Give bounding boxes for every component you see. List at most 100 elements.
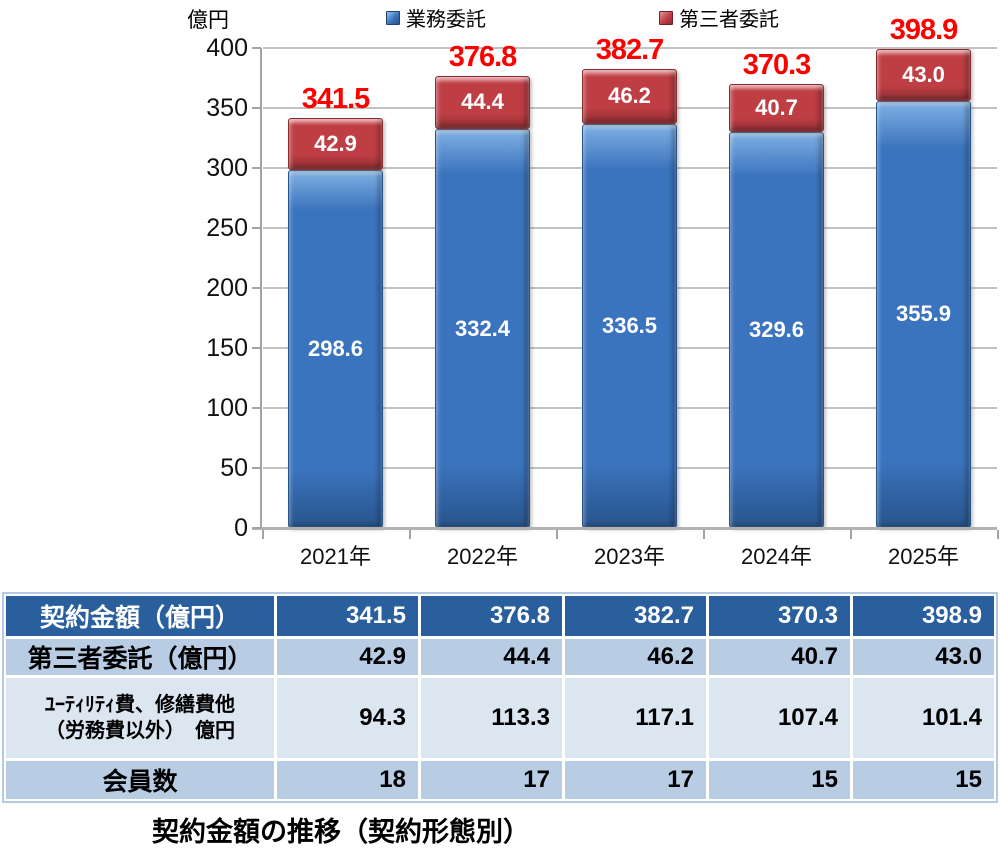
bar-value-label: 42.9 bbox=[314, 130, 357, 156]
table-header-cell: 会員数 bbox=[6, 761, 274, 799]
legend-marker-icon bbox=[386, 10, 400, 25]
y-axis-tick bbox=[252, 347, 261, 349]
y-axis-tick-label: 100 bbox=[206, 394, 248, 422]
table-header-line: ﾕｰﾃｨﾘﾃｨ費、修繕費他 bbox=[45, 694, 235, 716]
table-row: 会員数 18 17 17 15 15 bbox=[6, 761, 994, 799]
table-value-cell: 17 bbox=[565, 761, 706, 799]
x-axis-tick bbox=[997, 530, 999, 539]
table-value-cell: 44.4 bbox=[421, 639, 562, 675]
bar-segment-2021年-第三者委託: 42.9 bbox=[288, 118, 383, 170]
legend-label: 業務委託 bbox=[406, 9, 486, 31]
bar-segment-2023年-業務委託: 336.5 bbox=[582, 124, 677, 528]
y-axis-tick bbox=[252, 287, 261, 289]
table-header-line: 契約金額（億円） bbox=[39, 604, 240, 632]
table-value-cell: 17 bbox=[421, 761, 562, 799]
y-axis-tick bbox=[252, 467, 261, 469]
bar-segment-2022年-業務委託: 332.4 bbox=[435, 129, 530, 528]
table-value-cell: 113.3 bbox=[421, 678, 562, 758]
table-header-cell: ﾕｰﾃｨﾘﾃｨ費、修繕費他 （労務費以外） 億円 bbox=[6, 678, 274, 758]
table-header-cell: 契約金額（億円） bbox=[6, 596, 274, 636]
table-row: 契約金額（億円） 341.5 376.8 382.7 370.3 398.9 bbox=[6, 596, 994, 636]
y-axis-tick-label: 0 bbox=[234, 514, 248, 542]
y-axis-tick bbox=[252, 527, 261, 529]
bar-segment-2025年-業務委託: 355.9 bbox=[876, 100, 971, 528]
x-axis-tick bbox=[409, 530, 411, 539]
legend-item-業務委託: 業務委託 bbox=[386, 3, 486, 32]
legend-item-第三者委託: 第三者委託 bbox=[659, 3, 779, 32]
data-table: 契約金額（億円） 341.5 376.8 382.7 370.3 398.9 第三者委託（億… bbox=[2, 592, 998, 803]
table-header-cell: 第三者委託（億円） bbox=[6, 639, 274, 675]
table-value-cell: 43.0 bbox=[853, 639, 994, 675]
gridline bbox=[263, 47, 997, 49]
table-value-cell: 398.9 bbox=[853, 596, 994, 636]
y-axis-tick bbox=[252, 107, 261, 109]
y-axis-tick-label: 400 bbox=[206, 34, 248, 62]
table-row: ﾕｰﾃｨﾘﾃｨ費、修繕費他 （労務費以外） 億円 94.3 113.3 117.1 107… bbox=[6, 678, 994, 758]
table-value-cell: 40.7 bbox=[709, 639, 850, 675]
y-axis-tick-label: 50 bbox=[220, 454, 248, 482]
legend-marker-icon bbox=[659, 10, 673, 25]
table-value-cell: 46.2 bbox=[565, 639, 706, 675]
bar-value-label: 332.4 bbox=[454, 315, 511, 341]
y-axis-tick-label: 350 bbox=[206, 94, 248, 122]
x-axis-line bbox=[252, 527, 997, 530]
bar-value-label: 355.9 bbox=[895, 301, 952, 327]
x-axis-label: 2022年 bbox=[447, 544, 518, 569]
x-axis-label: 2024年 bbox=[741, 544, 812, 569]
table-value-cell: 117.1 bbox=[565, 678, 706, 758]
y-axis-tick bbox=[252, 47, 261, 49]
bar-total-label: 382.7 bbox=[595, 33, 665, 66]
table-value-cell: 94.3 bbox=[277, 678, 418, 758]
stacked-bar-chart: 億円 298.6 42.9 341.5 2021年 332.4 44.4 376.8 2022… bbox=[187, 3, 999, 569]
chart-caption: 契約金額の推移（契約形態別） bbox=[152, 817, 530, 847]
table-value-cell: 107.4 bbox=[709, 678, 850, 758]
table-value-cell: 18 bbox=[277, 761, 418, 799]
bar-segment-2025年-第三者委託: 43.0 bbox=[876, 49, 971, 101]
table-value-cell: 42.9 bbox=[277, 639, 418, 675]
x-axis-tick bbox=[556, 530, 558, 539]
table-value-cell: 101.4 bbox=[853, 678, 994, 758]
bar-value-label: 329.6 bbox=[748, 317, 805, 343]
y-axis-tick bbox=[252, 167, 261, 169]
bar-value-label: 43.0 bbox=[902, 62, 945, 88]
bar-value-label: 40.7 bbox=[755, 95, 798, 121]
table-header-line: 会員数 bbox=[102, 768, 178, 796]
x-axis-label: 2021年 bbox=[300, 544, 371, 569]
legend-label: 第三者委託 bbox=[679, 9, 779, 31]
y-axis-tick-label: 150 bbox=[206, 334, 248, 362]
table-header-line: （労務費以外） 億円 bbox=[45, 720, 235, 742]
x-axis-tick bbox=[703, 530, 705, 539]
x-axis-label: 2023年 bbox=[594, 544, 665, 569]
y-axis-tick bbox=[252, 407, 261, 409]
table-value-cell: 376.8 bbox=[421, 596, 562, 636]
x-axis-tick bbox=[262, 530, 264, 539]
bar-value-label: 298.6 bbox=[307, 335, 364, 361]
table-value-cell: 370.3 bbox=[709, 596, 850, 636]
table-row: 第三者委託（億円） 42.9 44.4 46.2 40.7 43.0 bbox=[6, 639, 994, 675]
x-axis-label: 2025年 bbox=[888, 544, 959, 569]
bar-segment-2024年-業務委託: 329.6 bbox=[729, 132, 824, 528]
y-axis-line bbox=[260, 48, 262, 529]
y-axis-tick bbox=[252, 227, 261, 229]
y-axis-unit-label: 億円 bbox=[187, 9, 229, 32]
y-axis-tick-label: 200 bbox=[206, 274, 248, 302]
table-header-line: 第三者委託（億円） bbox=[27, 645, 253, 673]
bar-value-label: 44.4 bbox=[461, 89, 504, 115]
x-axis-tick bbox=[850, 530, 852, 539]
bar-segment-2022年-第三者委託: 44.4 bbox=[435, 75, 530, 130]
table-value-cell: 382.7 bbox=[565, 596, 706, 636]
table-value-cell: 15 bbox=[853, 761, 994, 799]
bar-total-label: 376.8 bbox=[448, 40, 518, 73]
bar-segment-2023年-第三者委託: 46.2 bbox=[582, 68, 677, 125]
bar-value-label: 336.5 bbox=[601, 313, 658, 339]
bar-total-label: 398.9 bbox=[889, 14, 959, 47]
bar-segment-2024年-第三者委託: 40.7 bbox=[729, 83, 824, 133]
y-axis-tick-label: 250 bbox=[206, 214, 248, 242]
bar-value-label: 46.2 bbox=[608, 83, 651, 109]
bar-segment-2021年-業務委託: 298.6 bbox=[288, 169, 383, 528]
table-value-cell: 15 bbox=[709, 761, 850, 799]
bar-total-label: 370.3 bbox=[742, 48, 812, 81]
table-value-cell: 341.5 bbox=[277, 596, 418, 636]
bar-total-label: 341.5 bbox=[301, 83, 371, 116]
